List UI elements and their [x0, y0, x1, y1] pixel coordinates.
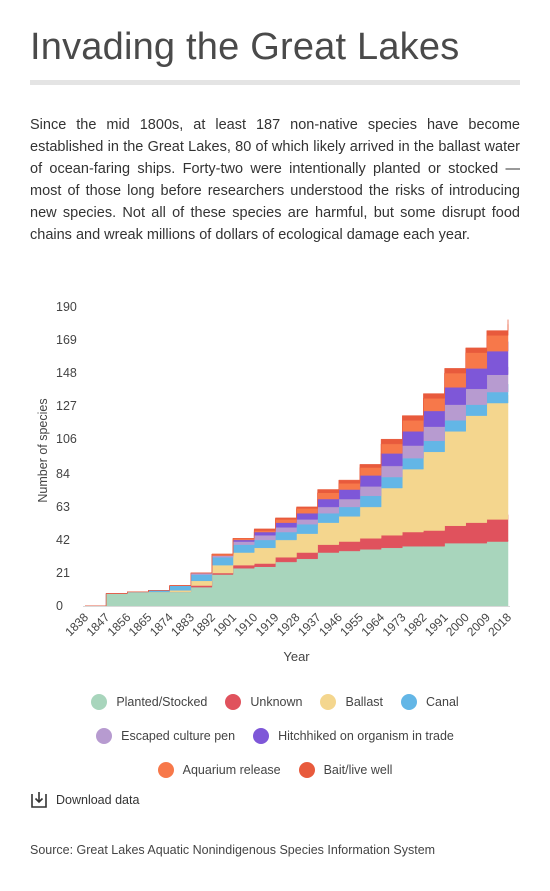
y-tick-label: 106 [56, 432, 77, 446]
title-divider [30, 80, 520, 85]
legend-swatch [298, 762, 315, 778]
legend-item-hitchhiked: Hitchhiked on organism in trade [253, 728, 454, 744]
download-icon [31, 792, 47, 808]
legend-row-1: Planted/Stocked Unknown Ballast Canal [0, 694, 550, 710]
y-tick-label: 127 [56, 399, 77, 413]
y-tick-label: 42 [56, 533, 70, 547]
area-series-group [85, 319, 509, 607]
legend-swatch [96, 728, 113, 744]
source-note: Source: Great Lakes Aquatic Nonindigenou… [30, 843, 436, 857]
legend-label: Planted/Stocked [116, 695, 208, 709]
y-axis-title: Number of species [36, 398, 50, 502]
download-data-button[interactable]: Download data [30, 791, 139, 809]
y-tick-label: 21 [56, 566, 70, 580]
legend-row-3: Aquarium release Bait/live well [0, 762, 550, 778]
legend-label: Unknown [250, 695, 303, 709]
y-tick-label: 0 [56, 599, 63, 613]
legend-item-planted-stocked: Planted/Stocked [91, 694, 207, 710]
page-title: Invading the Great Lakes [30, 26, 460, 68]
y-tick-labels: 0 21 42 63 84 106 127 148 169 190 [56, 300, 77, 613]
stacked-area-chart: Number of species 0 21 42 63 84 106 127 148 169 1… [36, 300, 514, 664]
y-tick-label: 148 [56, 366, 77, 380]
y-axis-title-group: Number of species [36, 398, 50, 502]
legend-item-escaped-culture-pen: Escaped culture pen [96, 728, 235, 744]
y-tick-label: 190 [56, 300, 77, 314]
legend-label: Hitchhiked on organism in trade [278, 729, 454, 743]
legend-item-bait-live-well: Bait/live well [298, 762, 393, 778]
legend-label: Bait/live well [323, 763, 393, 777]
legend-swatch [157, 762, 174, 778]
legend-item-unknown: Unknown [225, 694, 302, 710]
legend-item-ballast: Ballast [320, 694, 383, 710]
legend-swatch [91, 694, 108, 710]
legend-row-2: Escaped culture pen Hitchhiked on organi… [0, 728, 550, 744]
y-tick-label: 169 [56, 333, 77, 347]
x-axis-title: Year [283, 649, 310, 664]
legend-item-canal: Canal [401, 694, 459, 710]
x-tick-labels: 1838184718561865187418831892190119101919… [62, 610, 514, 639]
area-series-bait-live-well [85, 319, 509, 607]
y-tick-label: 84 [56, 467, 70, 481]
x-tick-label: 2018 [485, 610, 514, 639]
y-tick-label: 63 [56, 500, 70, 514]
legend-label: Ballast [345, 695, 384, 709]
legend-label: Canal [426, 695, 459, 709]
legend-label: Aquarium release [182, 763, 281, 777]
legend-swatch [320, 694, 337, 710]
legend-swatch [225, 694, 242, 710]
legend-item-aquarium-release: Aquarium release [157, 762, 281, 778]
legend-label: Escaped culture pen [121, 729, 236, 743]
legend-swatch [253, 728, 270, 744]
intro-paragraph: Since the mid 1800s, at least 187 non-na… [30, 117, 520, 243]
download-label: Download data [56, 793, 140, 807]
legend-swatch [401, 694, 418, 710]
